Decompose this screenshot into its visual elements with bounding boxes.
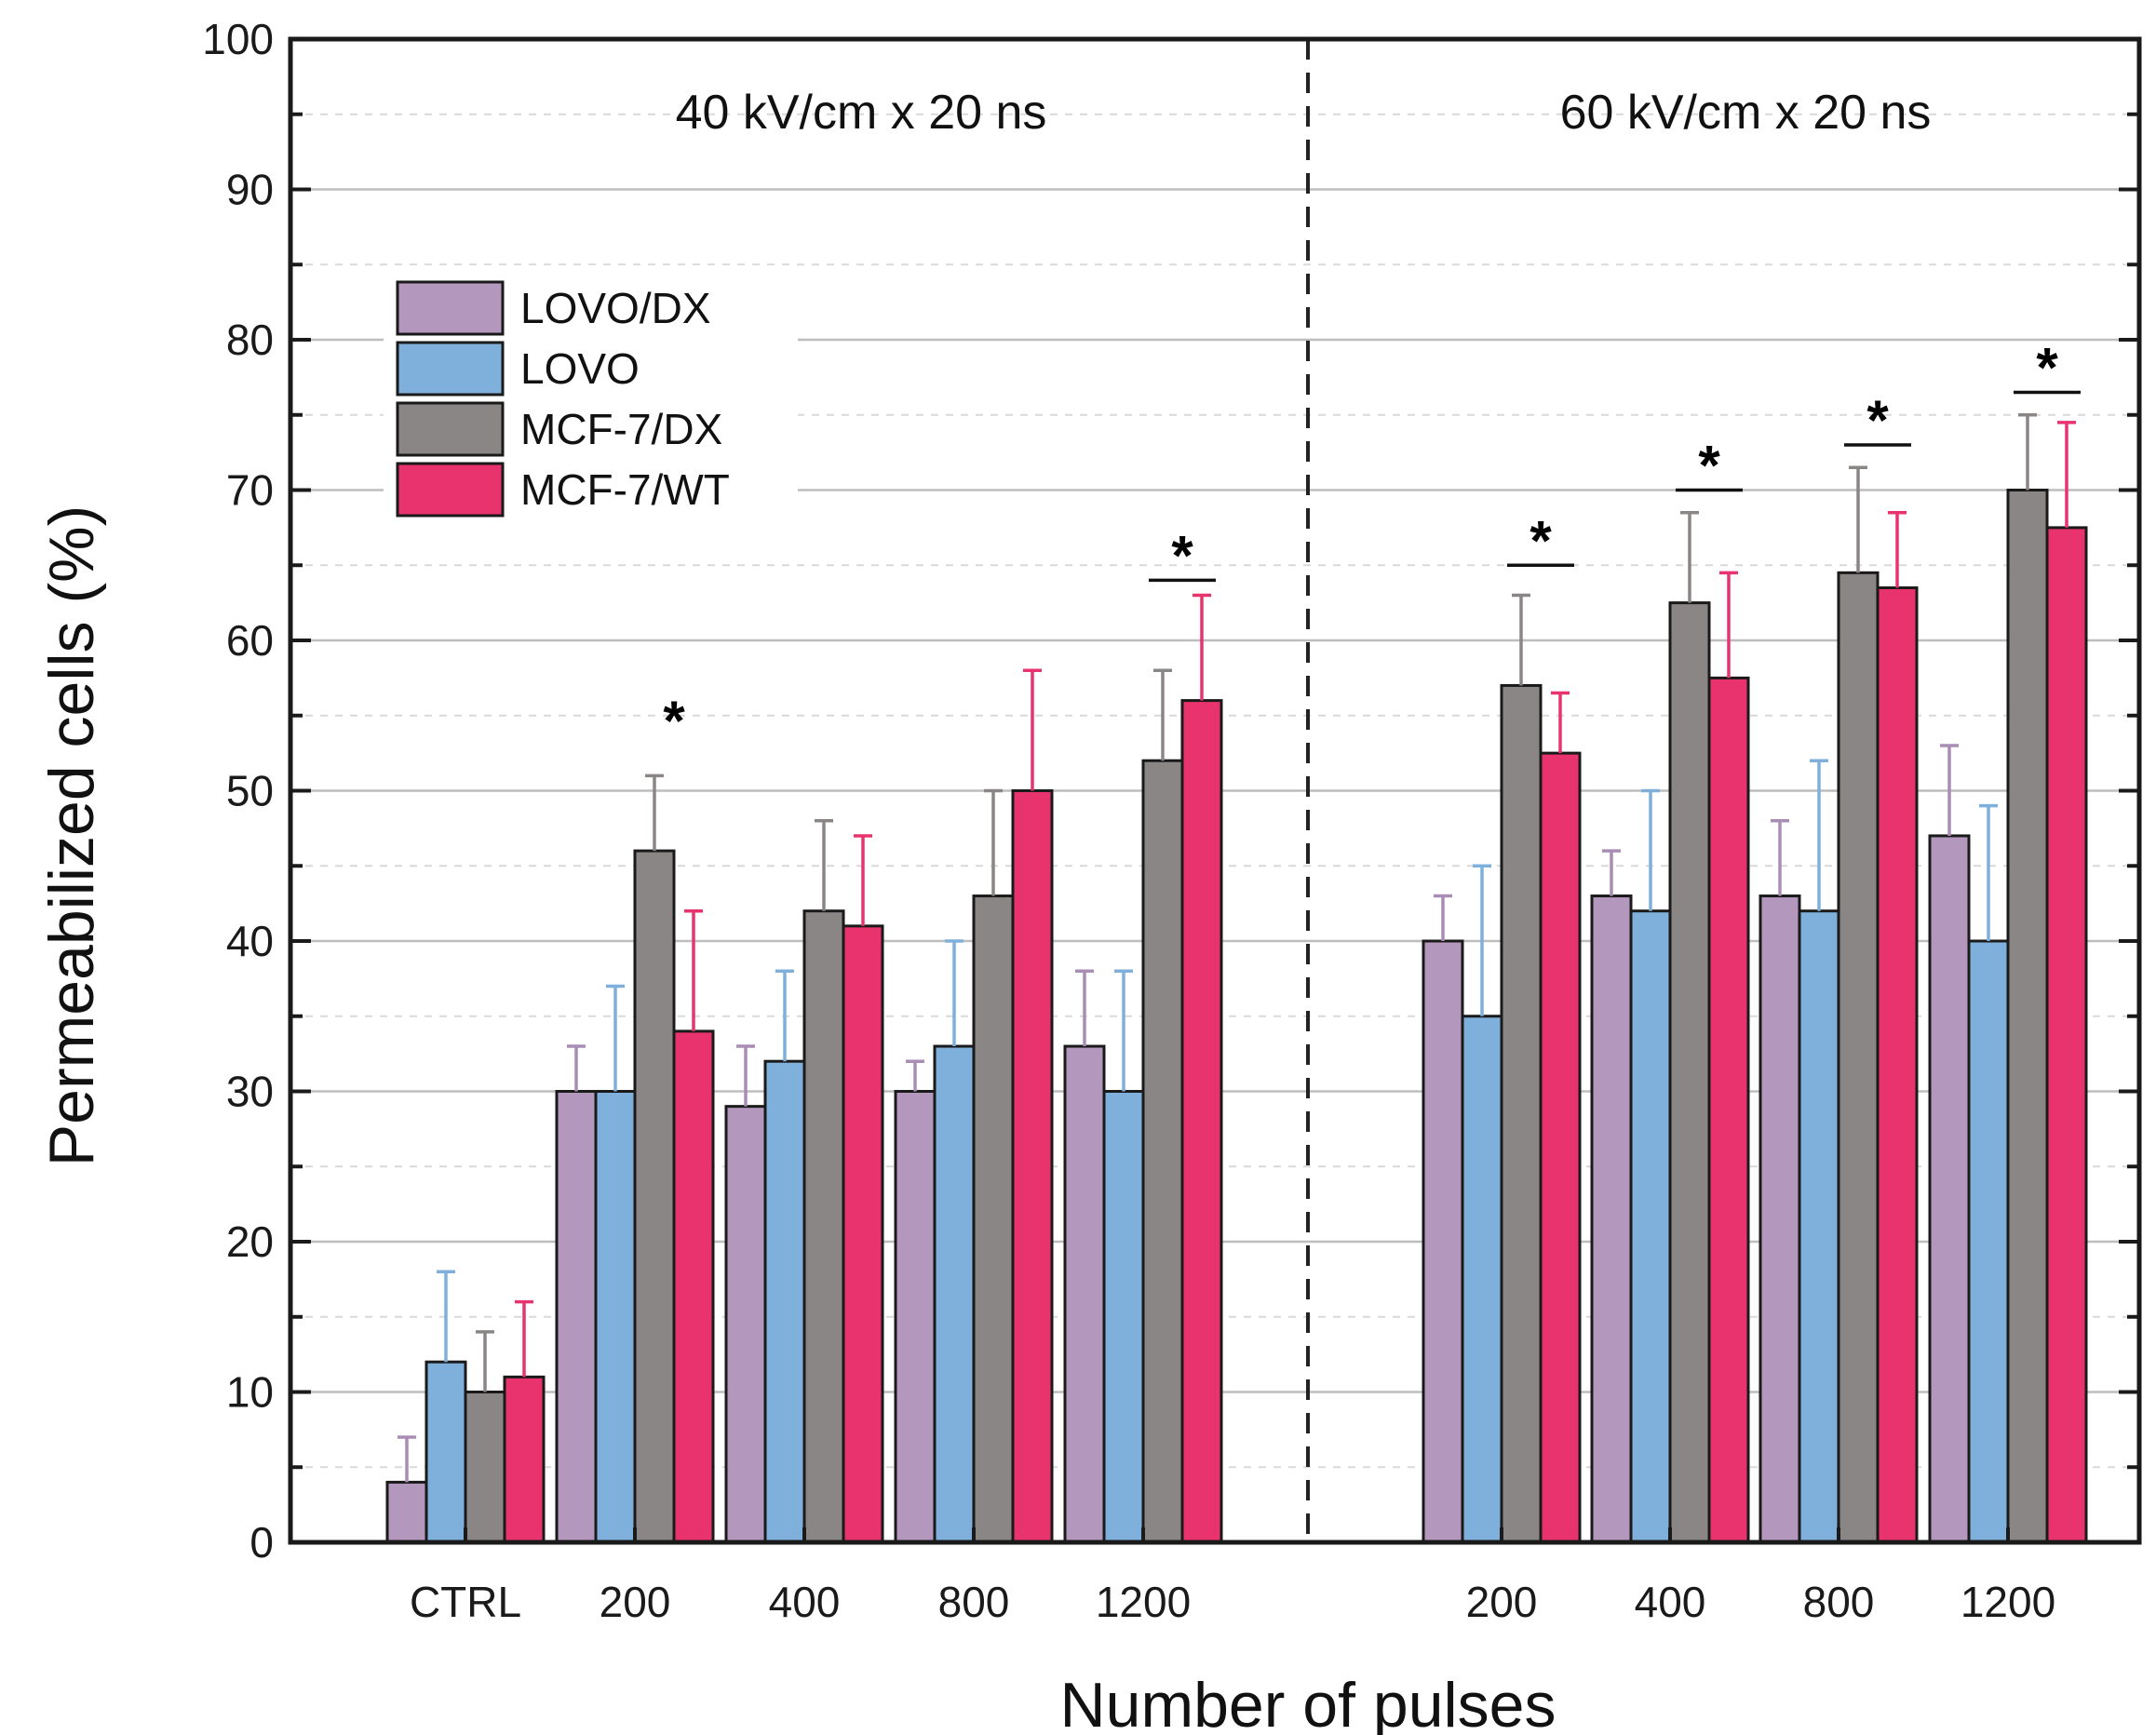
y-tick-label: 90 bbox=[226, 166, 274, 214]
legend-swatch-lovo-dx bbox=[396, 280, 505, 336]
legend-swatch-mcf-7-wt bbox=[396, 462, 505, 518]
bar-mcf-7-dx bbox=[1500, 683, 1543, 1544]
bar-lovo-dx bbox=[385, 1480, 428, 1544]
bar-mcf-7-dx bbox=[2006, 489, 2049, 1544]
y-axis-title: Permeabilized cells (%) bbox=[36, 505, 107, 1166]
bar-lovo-dx bbox=[1758, 894, 1801, 1544]
x-category-label: 200 bbox=[600, 1578, 671, 1626]
bar-lovo bbox=[933, 1044, 976, 1544]
significance-asterisk: * bbox=[1171, 524, 1193, 586]
y-tick-label: 20 bbox=[226, 1217, 274, 1266]
x-category-label: 1200 bbox=[1096, 1578, 1191, 1626]
bar-lovo-dx bbox=[1063, 1044, 1106, 1544]
legend-label-mcf-7-dx: MCF-7/DX bbox=[520, 405, 722, 453]
x-category-label: 800 bbox=[938, 1578, 1010, 1626]
y-tick-label: 30 bbox=[226, 1068, 274, 1116]
bar-mcf-7-dx bbox=[1837, 571, 1880, 1544]
bar-lovo-dx bbox=[555, 1090, 598, 1544]
legend-label-lovo-dx: LOVO/DX bbox=[520, 284, 711, 332]
y-tick-label: 10 bbox=[226, 1368, 274, 1417]
bar-lovo bbox=[594, 1090, 637, 1544]
bar-mcf-7-wt bbox=[842, 924, 884, 1544]
bar-mcf-7-dx bbox=[972, 894, 1015, 1544]
bar-mcf-7-wt bbox=[1180, 699, 1223, 1544]
group-title-40kv: 40 kV/cm x 20 ns bbox=[676, 86, 1047, 140]
bar-lovo-dx bbox=[894, 1090, 937, 1544]
bar-mcf-7-dx bbox=[633, 849, 676, 1544]
bar-mcf-7-wt bbox=[1707, 676, 1750, 1544]
x-category-label: CTRL bbox=[410, 1578, 521, 1626]
bar-lovo bbox=[1102, 1090, 1145, 1544]
bars bbox=[385, 489, 2088, 1544]
bar-mcf-7-dx bbox=[464, 1391, 506, 1544]
legend-swatch-mcf-7-dx bbox=[396, 401, 505, 457]
y-tick-label: 60 bbox=[226, 616, 274, 665]
x-category-label: 800 bbox=[1803, 1578, 1875, 1626]
significance-markers: * * * * * * bbox=[663, 337, 2081, 752]
y-tick-label: 0 bbox=[249, 1518, 274, 1567]
x-category-label: 400 bbox=[769, 1578, 841, 1626]
bar-lovo bbox=[1461, 1015, 1503, 1544]
bar-mcf-7-wt bbox=[1539, 751, 1582, 1544]
legend: LOVO/DX LOVO MCF-7/DX MCF-7/WT bbox=[384, 265, 798, 521]
x-category-label: 200 bbox=[1466, 1578, 1538, 1626]
bar-mcf-7-wt bbox=[1011, 789, 1054, 1544]
bar-lovo bbox=[1798, 909, 1840, 1544]
bar-mcf-7-wt bbox=[1876, 585, 1919, 1544]
bar-mcf-7-dx bbox=[802, 909, 845, 1544]
bar-mcf-7-wt bbox=[672, 1029, 715, 1544]
y-tick-label: 70 bbox=[226, 466, 274, 515]
axis-ticks bbox=[290, 37, 2139, 1544]
y-tick-label: 40 bbox=[226, 917, 274, 965]
bar-mcf-7-wt bbox=[503, 1375, 546, 1544]
tick-labels: 0 10 20 30 40 50 60 70 80 90 100 CTRL 200 400 800 1200 2… bbox=[202, 15, 2055, 1626]
significance-asterisk: * bbox=[2036, 337, 2058, 399]
y-tick-label: 50 bbox=[226, 767, 274, 815]
significance-asterisk: * bbox=[1529, 509, 1552, 572]
bar-mcf-7-dx bbox=[1141, 759, 1184, 1544]
bar-mcf-7-dx bbox=[1668, 601, 1711, 1544]
bar-lovo bbox=[763, 1059, 806, 1544]
bar-lovo-dx bbox=[724, 1105, 767, 1544]
y-tick-label: 100 bbox=[202, 15, 274, 63]
significance-asterisk: * bbox=[663, 690, 685, 752]
bar-lovo bbox=[1629, 909, 1672, 1544]
x-axis-title: Number of pulses bbox=[1060, 1670, 1556, 1735]
group-title-60kv: 60 kV/cm x 20 ns bbox=[1560, 86, 1932, 140]
significance-asterisk: * bbox=[1698, 435, 1720, 497]
x-category-label: 1200 bbox=[1961, 1578, 2055, 1626]
legend-swatch-lovo bbox=[396, 341, 505, 397]
legend-label-mcf-7-wt: MCF-7/WT bbox=[520, 465, 730, 514]
bar-lovo-dx bbox=[1928, 834, 1971, 1544]
bar-lovo bbox=[424, 1360, 467, 1544]
x-category-label: 400 bbox=[1635, 1578, 1706, 1626]
legend-label-lovo: LOVO bbox=[520, 344, 640, 393]
y-tick-label: 80 bbox=[226, 316, 274, 364]
error-bars bbox=[398, 413, 2076, 1483]
bar-lovo-dx bbox=[1590, 894, 1633, 1544]
bar-lovo-dx bbox=[1422, 939, 1464, 1544]
significance-asterisk: * bbox=[1866, 389, 1889, 451]
bar-mcf-7-wt bbox=[2045, 526, 2088, 1544]
bar-lovo bbox=[1967, 939, 2010, 1544]
